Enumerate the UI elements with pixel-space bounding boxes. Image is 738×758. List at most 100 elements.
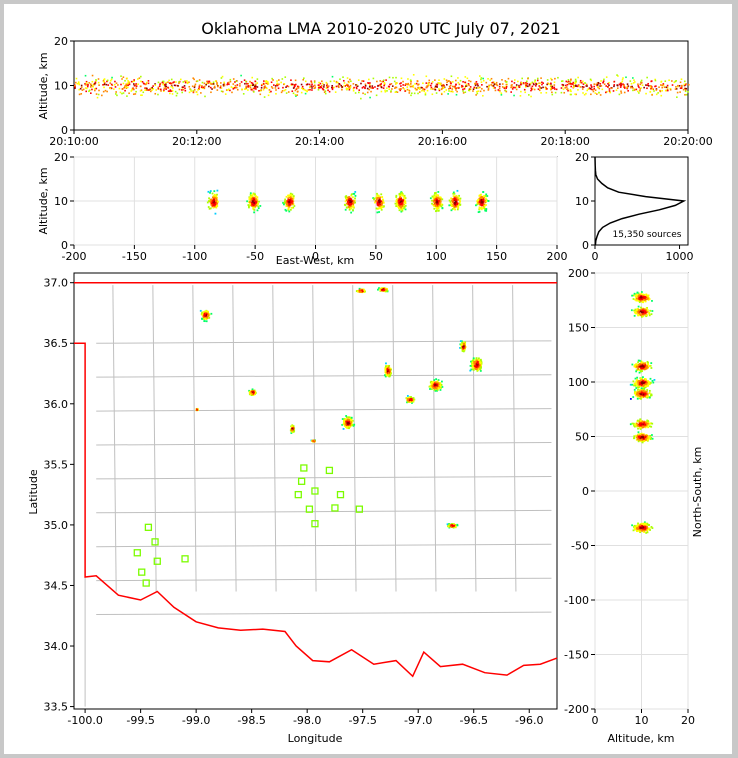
time-altitude-point [120, 75, 122, 77]
ew-altitude-point [433, 205, 436, 208]
time-altitude-point [102, 84, 104, 86]
time-altitude-point [640, 87, 642, 89]
plan-view-point [469, 369, 472, 372]
time-altitude-point [583, 93, 586, 96]
time-altitude-point [263, 96, 266, 98]
ns-altitude-point [635, 384, 638, 387]
time-altitude-point [198, 86, 201, 88]
plan-view-point [472, 366, 475, 369]
time-altitude-point [639, 89, 641, 92]
time-altitude-point [619, 84, 622, 87]
ns-altitude-point [648, 389, 651, 392]
time-altitude-point [475, 94, 477, 96]
ew-altitude-point [213, 196, 216, 199]
ns-altitude-point [643, 296, 646, 298]
ew-altitude-xtick-label: -100 [182, 250, 207, 263]
plan-view-point [470, 365, 473, 368]
time-altitude-point [230, 86, 233, 88]
ns-altitude-point [643, 293, 646, 296]
ns-altitude-point [642, 388, 645, 390]
time-altitude-point [510, 84, 513, 87]
time-altitude-point [77, 81, 80, 83]
ns-altitude-point [642, 440, 644, 443]
time-altitude-point [186, 80, 188, 82]
ns-altitude-point [646, 396, 649, 399]
time-altitude-point [301, 87, 303, 90]
time-altitude-point [405, 83, 407, 85]
ns-altitude-point [643, 381, 646, 384]
time-altitude-point [560, 91, 563, 94]
time-altitude-point [578, 85, 580, 87]
plan-view-point [343, 420, 345, 423]
ew-altitude-point [396, 202, 398, 205]
ew-altitude-point [397, 205, 400, 208]
ns-altitude-point [646, 422, 649, 425]
ew-altitude-point [352, 206, 355, 208]
ns-altitude-point [643, 386, 646, 389]
time-altitude-point [489, 79, 492, 82]
ns-altitude-point [634, 308, 637, 311]
time-altitude-point [654, 79, 657, 82]
time-altitude-point [211, 83, 213, 85]
lma-station-marker [305, 505, 314, 513]
ns-altitude-point [631, 422, 634, 425]
time-altitude-point [683, 83, 686, 86]
time-altitude-point [550, 84, 553, 87]
time-altitude-point [621, 78, 624, 81]
time-altitude-point [447, 80, 450, 82]
ns-altitude-point [641, 421, 644, 424]
plan-view-point [463, 348, 466, 351]
time-altitude-point [262, 88, 265, 91]
plan-view-point [471, 363, 474, 366]
ew-altitude-point [403, 201, 405, 203]
plan-view-point [480, 360, 483, 363]
time-altitude-point [371, 85, 374, 87]
plan-view-point [452, 526, 455, 529]
plan-view-point [386, 289, 389, 292]
ns-altitude-point [636, 395, 639, 398]
ns-altitude-point [637, 427, 639, 430]
time-altitude-point [342, 76, 344, 78]
ns-altitude-point [647, 294, 649, 297]
plan-view-point [462, 341, 465, 344]
time-altitude-point [680, 87, 683, 89]
time-altitude-point [456, 90, 458, 93]
ew-altitude-point [285, 195, 288, 198]
time-altitude-point [370, 87, 372, 89]
ns-altitude-point [638, 394, 641, 397]
plan-view-point [462, 347, 465, 350]
plan-view-point [433, 385, 436, 388]
time-altitude-point [518, 84, 520, 87]
time-altitude-point [355, 84, 357, 86]
county-line [112, 285, 117, 592]
ew-altitude-point [378, 198, 381, 201]
ns-altitude-point [637, 386, 639, 389]
time-altitude-point [568, 83, 570, 85]
plan-view-point [440, 386, 442, 389]
time-altitude-point [85, 80, 88, 83]
ns-altitude-point [634, 382, 636, 385]
time-altitude-point [424, 93, 427, 96]
ns-altitude-point [644, 383, 647, 386]
time-altitude-point [290, 79, 292, 81]
ew-altitude-point [476, 200, 479, 203]
time-altitude-point [590, 79, 593, 82]
ew-altitude-point [378, 196, 380, 199]
time-altitude-point [627, 90, 629, 92]
time-altitude-point [526, 80, 528, 83]
ew-altitude-point [377, 199, 380, 202]
time-altitude-point [514, 86, 516, 89]
ns-altitude-point [642, 433, 645, 436]
ns-altitude-point [639, 379, 642, 382]
time-altitude-point [293, 86, 296, 88]
plan-view-point [345, 420, 348, 423]
ew-altitude-point [254, 205, 257, 208]
time-altitude-point [137, 78, 139, 80]
time-altitude-point [253, 85, 256, 88]
ew-altitude-point [250, 199, 253, 201]
time-altitude-point [492, 85, 495, 87]
time-altitude-point [674, 88, 677, 90]
time-altitude-point [659, 90, 662, 93]
ew-altitude-xlabel: East-West, km [276, 254, 354, 267]
time-altitude-point [533, 83, 535, 86]
